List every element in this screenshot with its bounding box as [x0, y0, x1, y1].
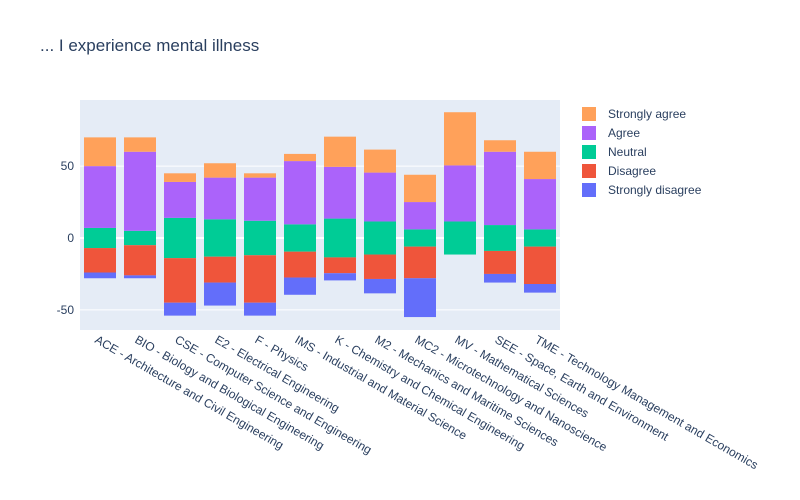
bar-agree [124, 151, 156, 231]
bar-strongly-disagree [524, 284, 556, 293]
bar-disagree [404, 246, 436, 279]
bar-neutral [84, 238, 116, 249]
bar-neutral [244, 238, 276, 256]
bar-neutral [524, 238, 556, 247]
y-axis: -50 0 50 [57, 159, 75, 317]
gridlines [80, 165, 560, 311]
bar-disagree [324, 257, 356, 274]
bar-neutral [404, 229, 436, 238]
bar-agree [524, 179, 556, 230]
bar-agree [364, 172, 396, 222]
bar-agree [244, 177, 276, 221]
bar-neutral [364, 238, 396, 255]
legend-swatch [582, 126, 596, 140]
bar-neutral [484, 225, 516, 238]
bar-strongly-agree [524, 151, 556, 180]
bar-disagree [244, 255, 276, 303]
bar-strongly-disagree [164, 302, 196, 316]
bar-neutral [364, 221, 396, 238]
bar-disagree [124, 245, 156, 276]
bar-disagree [364, 254, 396, 279]
bar-strongly-agree [484, 140, 516, 152]
bar-neutral [444, 221, 476, 238]
bar-strongly-disagree [124, 275, 156, 279]
bar-disagree [84, 248, 116, 273]
bar-strongly-disagree [204, 282, 236, 306]
x-axis: ACE - Architecture and Civil Engineering… [93, 332, 761, 472]
bar-neutral [524, 229, 556, 238]
legend-label: Neutral [608, 145, 647, 159]
bar-neutral [324, 218, 356, 238]
bar-strongly-agree [404, 174, 436, 203]
bar-neutral [204, 219, 236, 238]
bar-disagree [524, 246, 556, 284]
legend-label: Disagree [608, 164, 656, 178]
bar-strongly-agree [204, 163, 236, 178]
bar-strongly-disagree [484, 273, 516, 283]
bar-neutral [444, 238, 476, 255]
legend-swatch [582, 107, 596, 121]
legend-swatch [582, 145, 596, 159]
bar-agree [84, 166, 116, 228]
bar-strongly-agree [284, 153, 316, 162]
chart-title: ... I experience mental illness [40, 36, 259, 55]
bar-agree [444, 165, 476, 222]
bar-agree [324, 166, 356, 219]
bar-strongly-agree [84, 137, 116, 167]
legend-label: Agree [608, 126, 640, 140]
bars [84, 112, 556, 318]
y-tick-label: 50 [61, 159, 75, 173]
bar-disagree [484, 250, 516, 274]
bar-agree [284, 161, 316, 225]
bar-neutral [244, 220, 276, 238]
bar-neutral [124, 238, 156, 246]
bar-neutral [124, 230, 156, 238]
bar-neutral [284, 224, 316, 238]
bar-neutral [204, 238, 236, 257]
bar-strongly-disagree [404, 278, 436, 318]
plot-area [80, 100, 560, 330]
bar-neutral [84, 227, 116, 238]
legend-swatch [582, 183, 596, 197]
legend: Strongly agree Agree Neutral Disagree Strong… [582, 107, 702, 197]
bar-strongly-agree [124, 137, 156, 152]
y-tick-label: 0 [67, 231, 74, 245]
bar-disagree [164, 258, 196, 303]
bar-neutral [284, 238, 316, 252]
legend-label: Strongly agree [608, 107, 686, 121]
bar-neutral [164, 217, 196, 238]
bar-neutral [484, 238, 516, 251]
bar-agree [404, 202, 436, 230]
bar-strongly-disagree [244, 302, 276, 316]
bar-strongly-agree [164, 173, 196, 182]
bar-disagree [284, 251, 316, 278]
bar-strongly-agree [444, 112, 476, 166]
bar-neutral [324, 238, 356, 258]
bar-strongly-agree [324, 136, 356, 167]
bar-strongly-disagree [284, 277, 316, 295]
bar-neutral [164, 238, 196, 259]
bar-strongly-disagree [84, 272, 116, 279]
legend-swatch [582, 164, 596, 178]
bar-strongly-agree [244, 173, 276, 178]
bar-agree [164, 181, 196, 218]
bar-strongly-agree [364, 149, 396, 173]
y-tick-label: -50 [57, 303, 75, 317]
bar-strongly-disagree [324, 273, 356, 281]
bar-agree [484, 151, 516, 226]
bar-neutral [404, 238, 436, 247]
bar-strongly-disagree [364, 278, 396, 294]
bar-agree [204, 177, 236, 220]
legend-label: Strongly disagree [608, 183, 702, 197]
bar-disagree [204, 256, 236, 283]
